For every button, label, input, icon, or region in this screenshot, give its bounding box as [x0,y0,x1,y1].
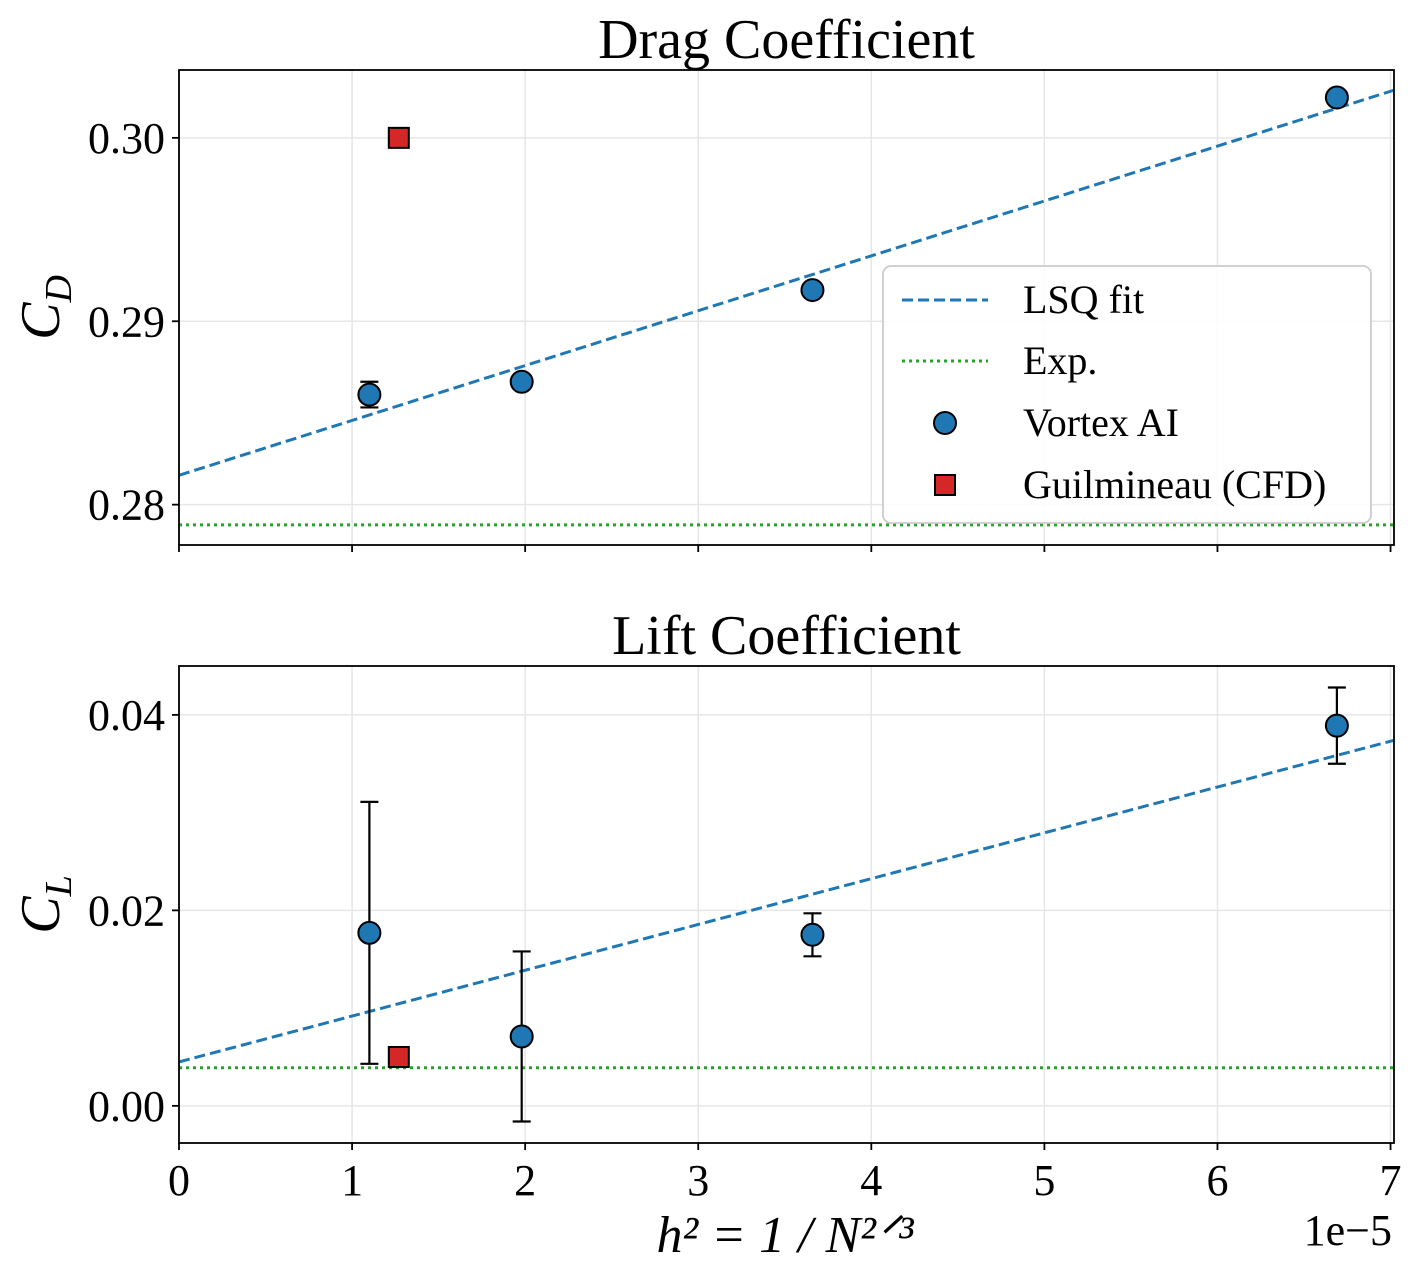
vortex-ai-point [800,922,825,947]
y-axis-label-subscript: L [38,875,80,897]
y-axis-label-main: C [10,302,72,340]
chart-title: Drag Coefficient [598,9,975,71]
vortex-ai-point [509,1024,534,1049]
lsq-fit-line [179,88,1394,477]
x-tick-label: 0 [168,1156,190,1205]
legend-entry-label: Exp. [1023,338,1097,383]
x-tick-label: 4 [860,1156,882,1205]
x-tick-label: 1 [341,1156,363,1205]
x-axis-label: h² = 1 / N²ᐟ³ [656,1207,914,1264]
vortex-ai-point [800,278,825,303]
x-tick-label: 2 [514,1156,536,1205]
y-axis-label: CL [10,875,80,934]
plot-area [179,85,1394,527]
x-offset-text: 1e−5 [1304,1206,1392,1255]
chart-panel-0: 0.28 0.29 0.30 Drag Coefficient CD LSQ fit Exp… [10,9,1395,552]
x-tick-label: 3 [687,1156,709,1205]
legend-entry-label: Vortex AI [1023,400,1179,445]
legend-box [882,265,1372,524]
y-tick-label: 0.28 [88,481,165,530]
legend: LSQ fit Exp. Vortex AI Guilmineau (CFD) [882,265,1372,524]
guilmineau-cfd-point [387,126,410,149]
y-tick-label: 0.29 [88,297,165,346]
legend-swatch-vortex-ai [933,411,957,435]
vortex-ai-point [357,920,382,945]
x-tick-label: 5 [1033,1156,1055,1205]
y-axis-label: CD [10,275,80,340]
legend-entry-label: LSQ fit [1023,277,1144,322]
legend-entry-label: Guilmineau (CFD) [1023,462,1326,507]
y-tick-label: 0.02 [88,886,165,935]
plot-area [179,686,1394,1123]
x-tick-label: 6 [1206,1156,1228,1205]
y-axis-label-subscript: D [38,275,80,303]
vortex-ai-point [1324,85,1349,110]
x-tick-label: 7 [1380,1156,1402,1205]
axes-frame [178,665,1395,1144]
lsq-fit-line [179,738,1394,1064]
vortex-ai-point [1324,713,1349,738]
legend-swatch-guilmineau [934,474,956,496]
axes-frame [178,69,1395,546]
y-tick-label: 0.30 [88,114,165,163]
vortex-ai-point [357,382,382,407]
y-tick-label: 0.00 [88,1082,165,1131]
chart-title: Lift Coefficient [612,605,961,667]
guilmineau-cfd-point [387,1045,410,1068]
y-axis-label-main: C [10,896,72,934]
vortex-ai-point [509,369,534,394]
y-tick-label: 0.04 [88,691,165,740]
